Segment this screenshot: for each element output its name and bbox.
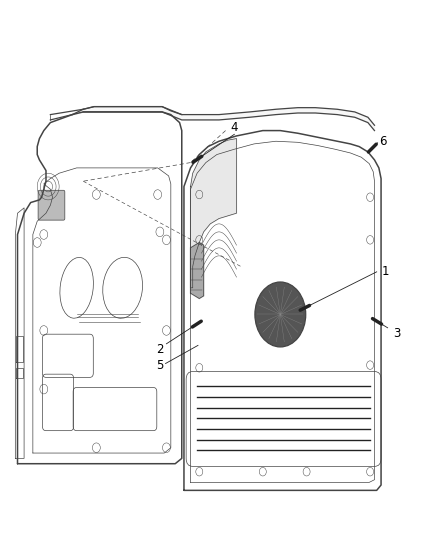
- Text: 2: 2: [156, 343, 164, 356]
- Text: 4: 4: [230, 122, 238, 134]
- Polygon shape: [83, 107, 374, 131]
- Polygon shape: [191, 243, 204, 298]
- Text: 1: 1: [381, 265, 389, 278]
- Text: 6: 6: [379, 135, 387, 148]
- Text: 3: 3: [393, 327, 400, 340]
- Ellipse shape: [255, 282, 306, 347]
- FancyBboxPatch shape: [38, 190, 65, 220]
- Polygon shape: [191, 139, 237, 288]
- Text: 5: 5: [156, 359, 163, 372]
